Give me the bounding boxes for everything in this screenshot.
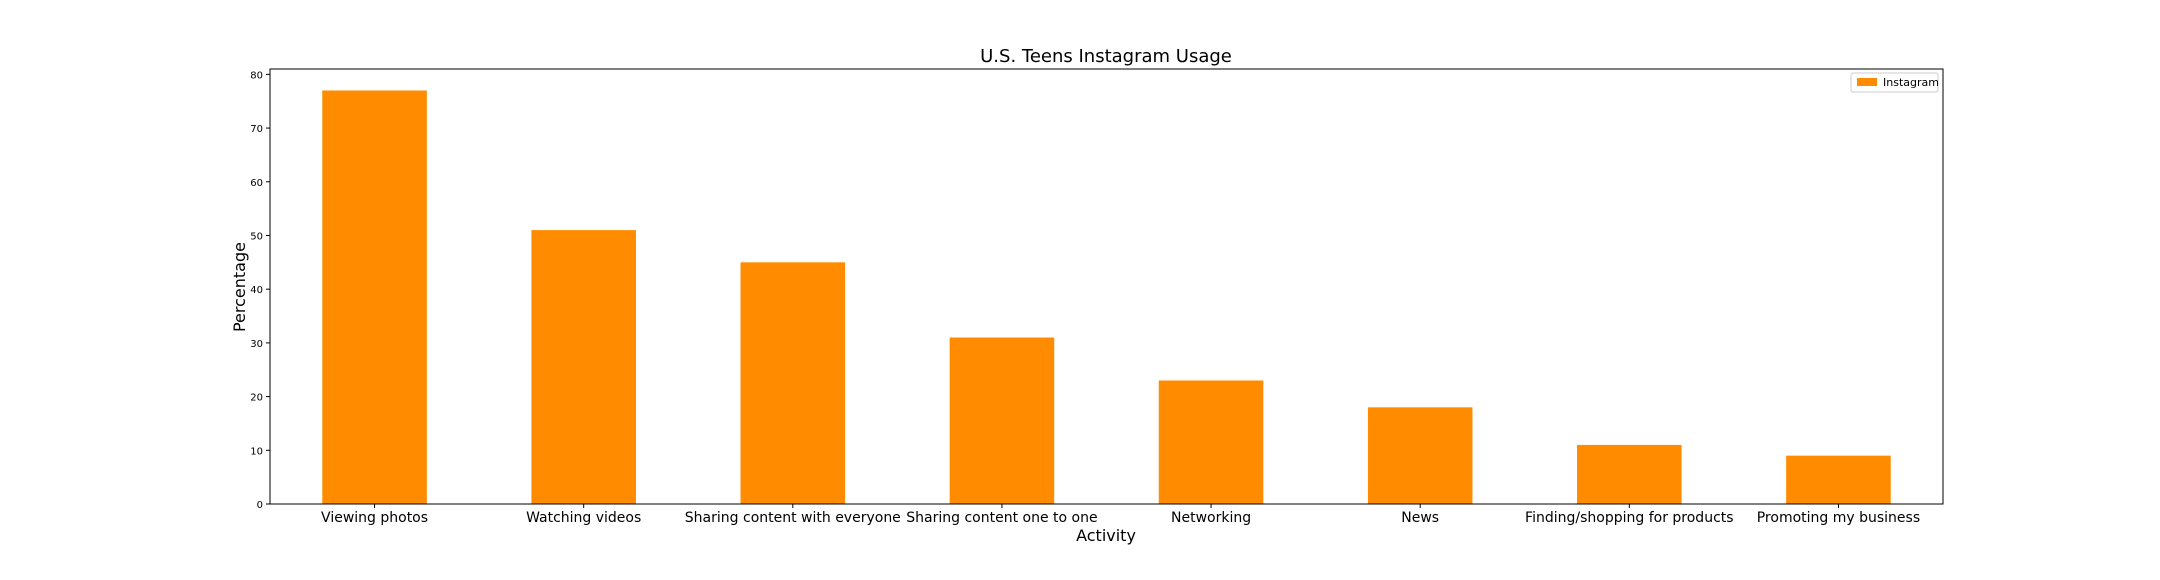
x-tick-label: Finding/shopping for products: [1525, 510, 1734, 526]
y-tick-label: 0: [257, 500, 263, 511]
plot-frame: [269, 68, 1944, 505]
bar-3: [949, 337, 1055, 504]
y-tick-label: 40: [250, 285, 263, 296]
y-tick-label: 70: [250, 124, 263, 135]
x-tick-label: Sharing content with everyone: [685, 510, 901, 526]
y-tick-label: 30: [250, 339, 263, 350]
bar-7: [1786, 455, 1891, 504]
bar-1: [531, 230, 636, 505]
y-tick-label: 60: [250, 178, 263, 189]
y-tick-label: 20: [250, 393, 263, 404]
legend: Instagram: [1850, 72, 1939, 93]
bar-6: [1577, 444, 1682, 504]
y-tick-label: 10: [250, 446, 263, 457]
y-axis-label: Percentage: [230, 242, 249, 332]
y-tick-label: 50: [250, 231, 263, 242]
x-tick-label: Networking: [1171, 510, 1251, 526]
bar-0: [322, 90, 427, 504]
bar-5: [1367, 407, 1473, 504]
chart-title: U.S. Teens Instagram Usage: [980, 46, 1232, 67]
y-axis: 0 10 20 30 40 50 60 70 80: [250, 70, 270, 511]
legend-swatch: [1857, 78, 1877, 86]
x-tick-label: Watching videos: [526, 510, 641, 526]
x-tick-label: Viewing photos: [321, 510, 428, 526]
x-axis: Viewing photos Watching videos Sharing con…: [321, 504, 1920, 526]
legend-box: [1850, 72, 1939, 93]
x-tick-label: News: [1401, 510, 1439, 526]
bars-group: [322, 90, 1891, 505]
y-tick-label: 80: [250, 70, 263, 81]
x-tick-label: Sharing content one to one: [906, 510, 1097, 526]
bar-4: [1158, 380, 1264, 504]
x-tick-label: Promoting my business: [1757, 510, 1920, 526]
bar-2: [740, 262, 846, 504]
x-axis-label: Activity: [1076, 526, 1136, 545]
legend-label: Instagram: [1883, 76, 1939, 89]
